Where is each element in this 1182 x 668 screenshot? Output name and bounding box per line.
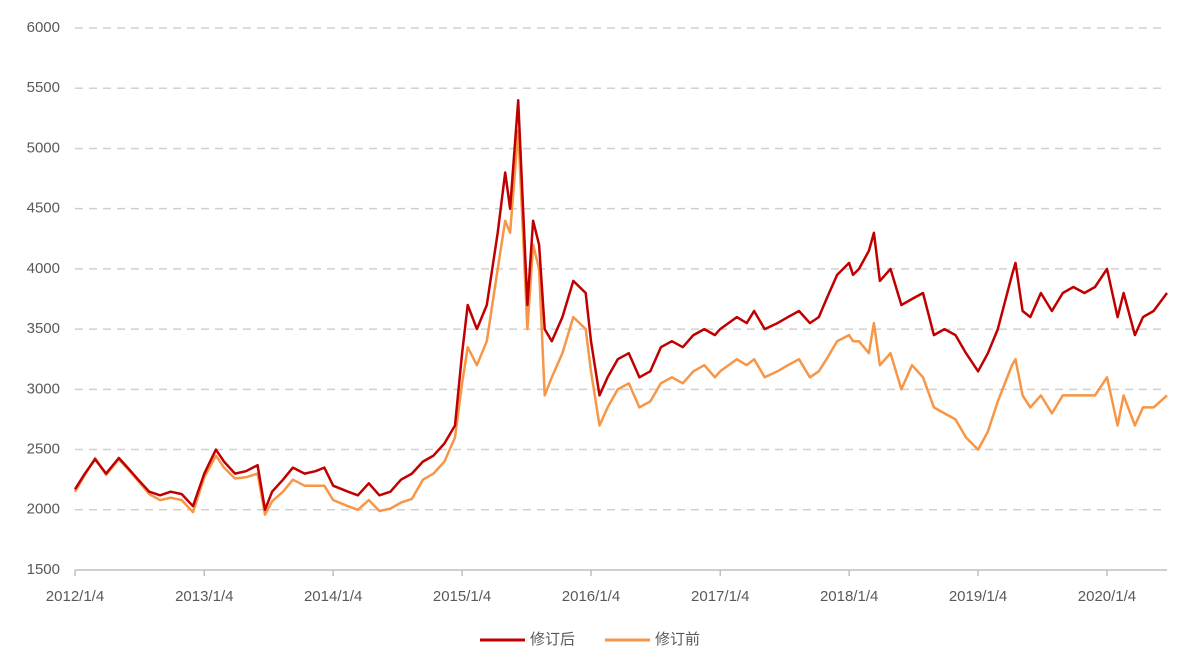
y-tick-label: 5500 [27, 79, 60, 96]
y-tick-label: 1500 [27, 561, 60, 578]
x-tick-label: 2014/1/4 [304, 588, 362, 605]
x-tick-label: 2016/1/4 [562, 588, 620, 605]
x-tick-label: 2015/1/4 [433, 588, 491, 605]
y-tick-label: 3000 [27, 380, 60, 397]
series-line [73, 129, 1168, 516]
y-tick-label: 5000 [27, 139, 60, 156]
y-tick-label: 2000 [27, 501, 60, 518]
x-tick-label: 2020/1/4 [1078, 588, 1136, 605]
y-tick-label: 6000 [27, 19, 60, 36]
y-tick-label: 2500 [27, 441, 60, 458]
x-tick-label: 2018/1/4 [820, 588, 878, 605]
legend-label: 修订后 [530, 631, 575, 648]
y-tick-label: 4000 [27, 260, 60, 277]
x-tick-label: 2013/1/4 [175, 588, 233, 605]
y-tick-label: 3500 [27, 320, 60, 337]
legend-label: 修订前 [655, 631, 700, 648]
y-tick-label: 4500 [27, 200, 60, 217]
x-tick-label: 2019/1/4 [949, 588, 1007, 605]
x-tick-label: 2012/1/4 [46, 588, 104, 605]
series-line [73, 99, 1169, 512]
x-tick-label: 2017/1/4 [691, 588, 749, 605]
